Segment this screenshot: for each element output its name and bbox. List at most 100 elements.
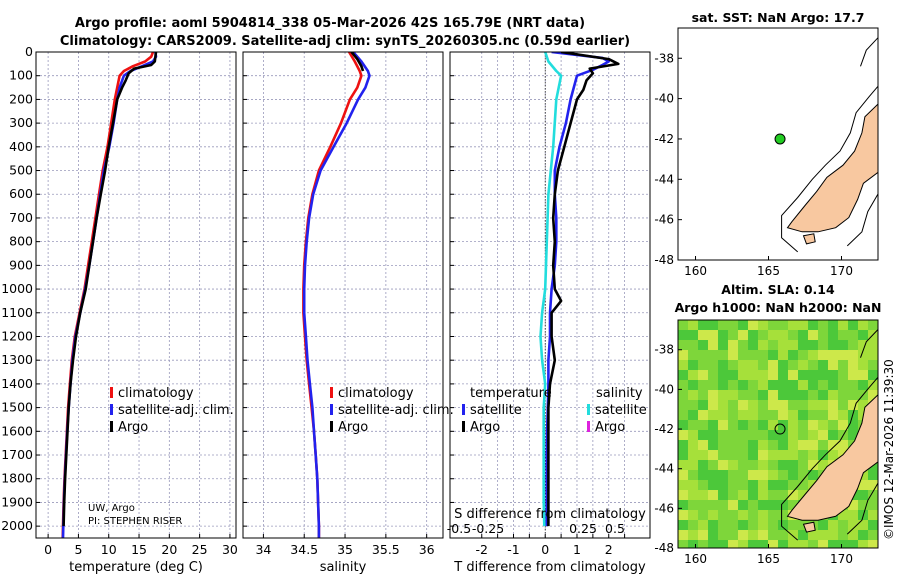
- sla-cell: [698, 400, 709, 411]
- sla-cell: [758, 380, 769, 391]
- sla-cell: [698, 460, 709, 471]
- sla-cell: [728, 540, 739, 548]
- sla-cell: [728, 390, 739, 401]
- sla-cell: [738, 530, 749, 541]
- legend-swatch-climatology: [330, 387, 333, 398]
- sla-cell: [778, 340, 789, 351]
- sla-cell: [748, 340, 759, 351]
- lat-tick-label: -42: [654, 422, 674, 436]
- sla-cell: [788, 360, 799, 371]
- sst-map: -38 -40 -42 -44 -46 -48 160 165 170: [654, 27, 879, 278]
- sla-cell: [728, 420, 739, 431]
- sla-cell: [798, 330, 809, 341]
- sla-cell: [808, 390, 819, 401]
- legend-label: satellite: [595, 403, 647, 418]
- sla-cell: [768, 430, 779, 441]
- bathymetry-contour: [860, 36, 878, 67]
- sla-cell: [698, 510, 709, 521]
- sla-cell: [738, 400, 749, 411]
- sla-cell: [758, 460, 769, 471]
- sla-cell: [768, 330, 779, 341]
- sla-cell: [758, 440, 769, 451]
- temperature-panel: 0100200300400500600700800900100011001200…: [1, 44, 238, 557]
- sla-cell: [728, 490, 739, 501]
- sla-cell: [688, 370, 699, 381]
- sla-cell: [868, 510, 878, 521]
- map-content: [678, 28, 878, 260]
- figure-title-line1: Argo profile: aoml 5904814_338 05-Mar-20…: [75, 16, 585, 31]
- sla-cell: [758, 410, 769, 421]
- sla-cell: [778, 370, 789, 381]
- x-tick-label: -2: [476, 542, 488, 557]
- sla-cell: [798, 420, 809, 431]
- sla-cell: [778, 480, 789, 491]
- sla-cell: [828, 440, 839, 451]
- sla-cell: [818, 540, 829, 548]
- depth-tick-label: 2000: [1, 518, 33, 533]
- sla-cell: [748, 470, 759, 481]
- legend-swatch-t-satellite: [462, 404, 465, 415]
- sla-cell: [758, 480, 769, 491]
- legend-label: Argo: [118, 420, 148, 435]
- sla-cell: [838, 400, 849, 411]
- legend-label: Argo: [338, 420, 368, 435]
- legend-swatch-s-satellite: [587, 404, 590, 415]
- sla-cell: [848, 400, 859, 411]
- sla-cell: [718, 350, 729, 361]
- sla-cell: [798, 520, 809, 531]
- sla-cell: [808, 440, 819, 451]
- sla-cell: [808, 400, 819, 411]
- sla-cell: [688, 540, 699, 548]
- sla-cell: [718, 360, 729, 371]
- sla-cell: [678, 460, 689, 471]
- sla-cell: [758, 340, 769, 351]
- sla-cell: [688, 440, 699, 451]
- sla-cell: [818, 430, 829, 441]
- sla-cell: [758, 360, 769, 371]
- sla-cell: [708, 510, 719, 521]
- sla-cell: [678, 430, 689, 441]
- sla-cell: [778, 390, 789, 401]
- sla-cell: [728, 460, 739, 471]
- sla-cell: [788, 390, 799, 401]
- sla-cell: [848, 530, 859, 541]
- sla-cell: [758, 430, 769, 441]
- sla-cell: [708, 460, 719, 471]
- legend-label: climatology: [338, 386, 414, 401]
- sla-cell: [868, 390, 878, 401]
- sla-cell: [728, 480, 739, 491]
- sla-cell: [698, 410, 709, 421]
- sla-cell: [678, 510, 689, 521]
- depth-tick-label: 1600: [1, 423, 33, 438]
- salinity-axis-label: salinity: [320, 560, 367, 575]
- sla-cell: [788, 440, 799, 451]
- sla-cell: [708, 380, 719, 391]
- sla-cell: [808, 330, 819, 341]
- difference-legend: temperature satellite Argo salinity sate…: [462, 386, 647, 435]
- lat-tick-label: -42: [654, 132, 674, 146]
- sla-cell: [818, 450, 829, 461]
- sla-cell: [858, 340, 869, 351]
- sla-cell: [768, 370, 779, 381]
- sla-cell: [718, 320, 729, 331]
- s-tick-label: -0.25: [472, 521, 504, 536]
- legend-title-temperature: temperature: [470, 386, 552, 401]
- sla-cell: [798, 530, 809, 541]
- sla-cell: [688, 360, 699, 371]
- sla-cell: [788, 340, 799, 351]
- sla-cell: [848, 540, 859, 548]
- sla-cell: [828, 340, 839, 351]
- sla-cell: [698, 390, 709, 401]
- sla-cell: [778, 540, 789, 548]
- sla-cell: [718, 440, 729, 451]
- sla-cell: [848, 410, 859, 421]
- sla-cell: [698, 470, 709, 481]
- sla-cell: [708, 430, 719, 441]
- sla-cell: [798, 430, 809, 441]
- sla-cell: [738, 460, 749, 471]
- depth-tick-label: 200: [9, 91, 33, 106]
- x-tick-label: 34: [255, 542, 271, 557]
- series-line-t-satellite: [545, 52, 611, 527]
- sla-cell: [738, 500, 749, 511]
- sla-cell: [778, 510, 789, 521]
